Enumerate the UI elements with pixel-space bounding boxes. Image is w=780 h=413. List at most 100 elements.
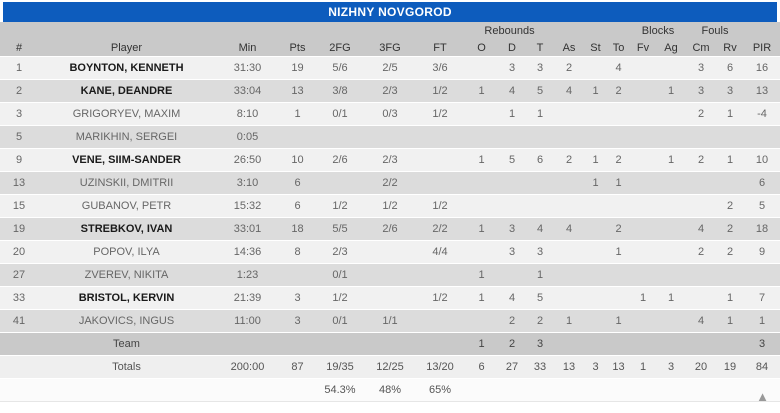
stat-st xyxy=(584,309,607,333)
stat-cm: 4 xyxy=(686,309,716,333)
group-header-fouls: Fouls xyxy=(686,22,744,39)
stat-3fg: 2/2 xyxy=(365,171,415,195)
stat-as: 1 xyxy=(554,309,584,333)
stat-st xyxy=(584,102,607,126)
jersey-number: 2 xyxy=(0,79,38,103)
stat-as: 4 xyxy=(554,217,584,241)
col-header-t: T xyxy=(526,39,554,57)
player-name: BRISTOL, KERVIN xyxy=(38,286,215,310)
player-name: ZVEREV, NIKITA xyxy=(38,263,215,287)
stat-pts: 19 xyxy=(280,56,315,80)
player-name: STREBKOV, IVAN xyxy=(38,217,215,241)
stat-t: 5 xyxy=(526,286,554,310)
player-row-41: 41 JAKOVICS, INGUS 11:00 3 0/1 1/1 2 2 1 1 4 1 1 xyxy=(0,309,780,333)
stat-cm: 2 xyxy=(686,240,716,264)
stat-o: 1 xyxy=(465,217,498,241)
stat-ft xyxy=(415,332,465,356)
collapse-arrow-icon[interactable]: ▲ xyxy=(756,389,769,404)
totals-row-label: Totals xyxy=(38,355,215,379)
stat-3fg: 2/5 xyxy=(365,56,415,80)
stat-cm: 3 xyxy=(686,56,716,80)
stat-ft: 1/2 xyxy=(415,286,465,310)
stat-2fg xyxy=(315,171,365,195)
stat-t xyxy=(526,171,554,195)
stat-st xyxy=(584,56,607,80)
stat-ft: 65% xyxy=(415,378,465,402)
stat-3fg: 2/3 xyxy=(365,148,415,172)
col-header-ft: FT xyxy=(415,39,465,57)
stat-pts xyxy=(280,378,315,402)
stat-3fg xyxy=(365,332,415,356)
col-header-rv: Rv xyxy=(716,39,744,57)
team-title-bar: NIZHNY NOVGOROD xyxy=(3,2,777,22)
stat-pir: 6 xyxy=(744,171,780,195)
stat-ft xyxy=(415,309,465,333)
stat-d: 5 xyxy=(498,148,526,172)
stat-pts: 8 xyxy=(280,240,315,264)
stat-min: 8:10 xyxy=(215,102,280,126)
stat-ft xyxy=(415,148,465,172)
stat-pir xyxy=(744,378,780,402)
group-header-row: Rebounds Blocks Fouls xyxy=(0,22,780,39)
stat-ft: 13/20 xyxy=(415,355,465,379)
stat-ag: 3 xyxy=(656,355,686,379)
stat-min: 26:50 xyxy=(215,148,280,172)
stat-rv xyxy=(716,263,744,287)
stat-pir: 10 xyxy=(744,148,780,172)
stat-d xyxy=(498,125,526,149)
col-header-to: To xyxy=(607,39,630,57)
stat-ft xyxy=(415,263,465,287)
stat-t: 6 xyxy=(526,148,554,172)
stat-rv xyxy=(716,378,744,402)
column-header-row: # Player Min Pts 2FG 3FG FT O D T As St To Fv Ag Cm Rv PI… xyxy=(0,39,780,57)
stat-2fg: 54.3% xyxy=(315,378,365,402)
stat-d: 3 xyxy=(498,240,526,264)
stat-t: 3 xyxy=(526,332,554,356)
stat-fv xyxy=(630,148,656,172)
player-name: VENE, SIIM-SANDER xyxy=(38,148,215,172)
stat-cm xyxy=(686,286,716,310)
stat-pts xyxy=(280,125,315,149)
col-header-as: As xyxy=(554,39,584,57)
stat-pir: 9 xyxy=(744,240,780,264)
stat-o xyxy=(465,56,498,80)
jersey-number: 13 xyxy=(0,171,38,195)
jersey-number: 41 xyxy=(0,309,38,333)
stat-st xyxy=(584,286,607,310)
stat-min: 200:00 xyxy=(215,355,280,379)
stat-pts xyxy=(280,332,315,356)
group-header-spacer-0 xyxy=(0,22,465,39)
stat-min: 0:05 xyxy=(215,125,280,149)
stat-ft: 1/2 xyxy=(415,79,465,103)
stat-fv xyxy=(630,263,656,287)
stat-o: 1 xyxy=(465,79,498,103)
stat-fv xyxy=(630,194,656,218)
stat-pir: -4 xyxy=(744,102,780,126)
stat-ag: 1 xyxy=(656,286,686,310)
stat-st: 3 xyxy=(584,355,607,379)
stat-d: 2 xyxy=(498,309,526,333)
col-header-number: # xyxy=(0,39,38,57)
player-row-3: 3 GRIGORYEV, MAXIM 8:10 1 0/1 0/3 1/2 1 1 2 1 -4 xyxy=(0,102,780,126)
stat-fv xyxy=(630,240,656,264)
stat-pts: 13 xyxy=(280,79,315,103)
stat-rv: 6 xyxy=(716,56,744,80)
stat-as xyxy=(554,171,584,195)
stat-pts: 87 xyxy=(280,355,315,379)
stat-as xyxy=(554,240,584,264)
stat-d: 4 xyxy=(498,286,526,310)
stat-to: 1 xyxy=(607,309,630,333)
stat-rv: 2 xyxy=(716,217,744,241)
stat-as xyxy=(554,125,584,149)
stat-cm: 3 xyxy=(686,79,716,103)
player-name: MARIKHIN, SERGEI xyxy=(38,125,215,149)
stat-2fg xyxy=(315,332,365,356)
stat-t: 4 xyxy=(526,217,554,241)
stat-min: 15:32 xyxy=(215,194,280,218)
stat-t xyxy=(526,125,554,149)
stat-pir xyxy=(744,125,780,149)
stat-pts: 6 xyxy=(280,194,315,218)
stat-o xyxy=(465,194,498,218)
stat-st xyxy=(584,378,607,402)
stat-to: 1 xyxy=(607,240,630,264)
